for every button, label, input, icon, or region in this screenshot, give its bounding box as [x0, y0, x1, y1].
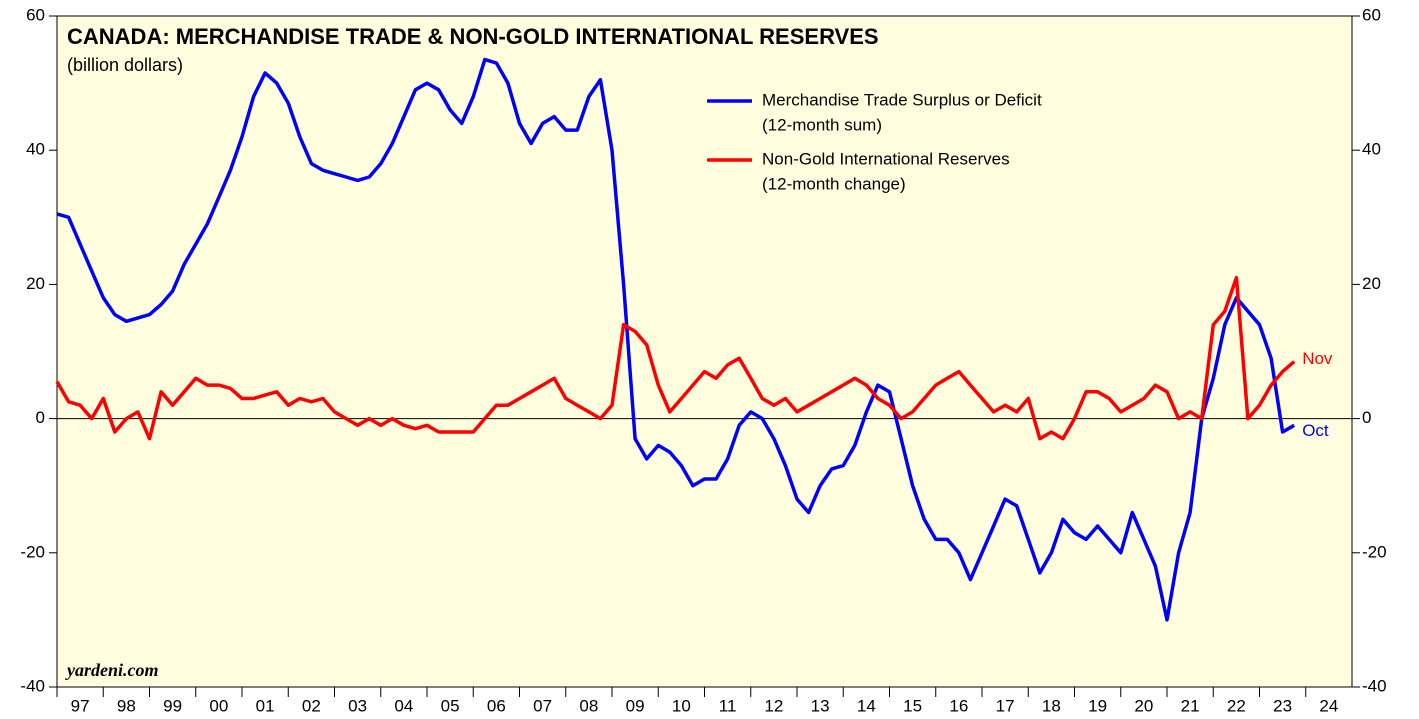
legend-label: Non-Gold International Reserves	[762, 149, 1010, 168]
series-line	[55, 275, 1296, 441]
y2-tick-label: 40	[1362, 140, 1381, 159]
y-tick-label: -20	[20, 542, 45, 561]
chart-subtitle: (billion dollars)	[67, 55, 183, 75]
x-tick-label: 11	[719, 696, 737, 715]
x-tick-label: 07	[533, 696, 552, 715]
x-tick-label: 02	[302, 696, 321, 715]
x-tick-label: 01	[256, 696, 275, 715]
x-tick-label: 14	[857, 696, 876, 715]
x-tick-label: 03	[348, 696, 367, 715]
x-tick-label: 15	[903, 696, 922, 715]
y-tick-label: 40	[26, 140, 45, 159]
x-tick-label: 05	[441, 696, 460, 715]
end-label: Oct	[1302, 421, 1329, 440]
x-tick-label: 08	[579, 696, 598, 715]
series-line	[56, 57, 1296, 622]
x-tick-label: 06	[487, 696, 506, 715]
y2-tick-label: 20	[1362, 274, 1381, 293]
x-tick-label: 04	[394, 696, 413, 715]
y2-tick-label: 0	[1362, 408, 1371, 427]
y-tick-label: 60	[26, 5, 45, 24]
x-tick-label: 21	[1181, 696, 1200, 715]
x-tick-label: 13	[811, 696, 830, 715]
x-tick-label: 24	[1319, 696, 1338, 715]
x-tick-label: 09	[626, 696, 645, 715]
end-label: Nov	[1302, 349, 1333, 368]
x-tick-label: 98	[117, 696, 136, 715]
x-tick-label: 12	[764, 696, 783, 715]
legend-note: (12-month sum)	[762, 115, 882, 134]
y2-tick-label: -40	[1362, 676, 1387, 695]
chart-title: CANADA: MERCHANDISE TRADE & NON-GOLD INT…	[67, 24, 879, 49]
x-tick-label: 20	[1134, 696, 1153, 715]
y2-tick-label: 60	[1362, 5, 1381, 24]
x-tick-label: 22	[1227, 696, 1246, 715]
legend-label: Merchandise Trade Surplus or Deficit	[762, 90, 1042, 109]
x-tick-label: 97	[71, 696, 90, 715]
x-tick-label: 18	[1042, 696, 1061, 715]
x-tick-label: 99	[163, 696, 182, 715]
y2-tick-label: -20	[1362, 542, 1387, 561]
x-tick-label: 19	[1088, 696, 1107, 715]
y-tick-label: -40	[20, 676, 45, 695]
y-tick-label: 20	[26, 274, 45, 293]
y-tick-label: 0	[36, 408, 45, 427]
x-tick-label: 23	[1273, 696, 1292, 715]
x-tick-label: 10	[672, 696, 691, 715]
x-tick-label: 16	[949, 696, 968, 715]
x-tick-label: 17	[996, 696, 1015, 715]
x-tick-label: 00	[209, 696, 228, 715]
legend-note: (12-month change)	[762, 174, 906, 193]
source: yardeni.com	[65, 660, 159, 680]
plot-area	[56, 15, 1353, 688]
